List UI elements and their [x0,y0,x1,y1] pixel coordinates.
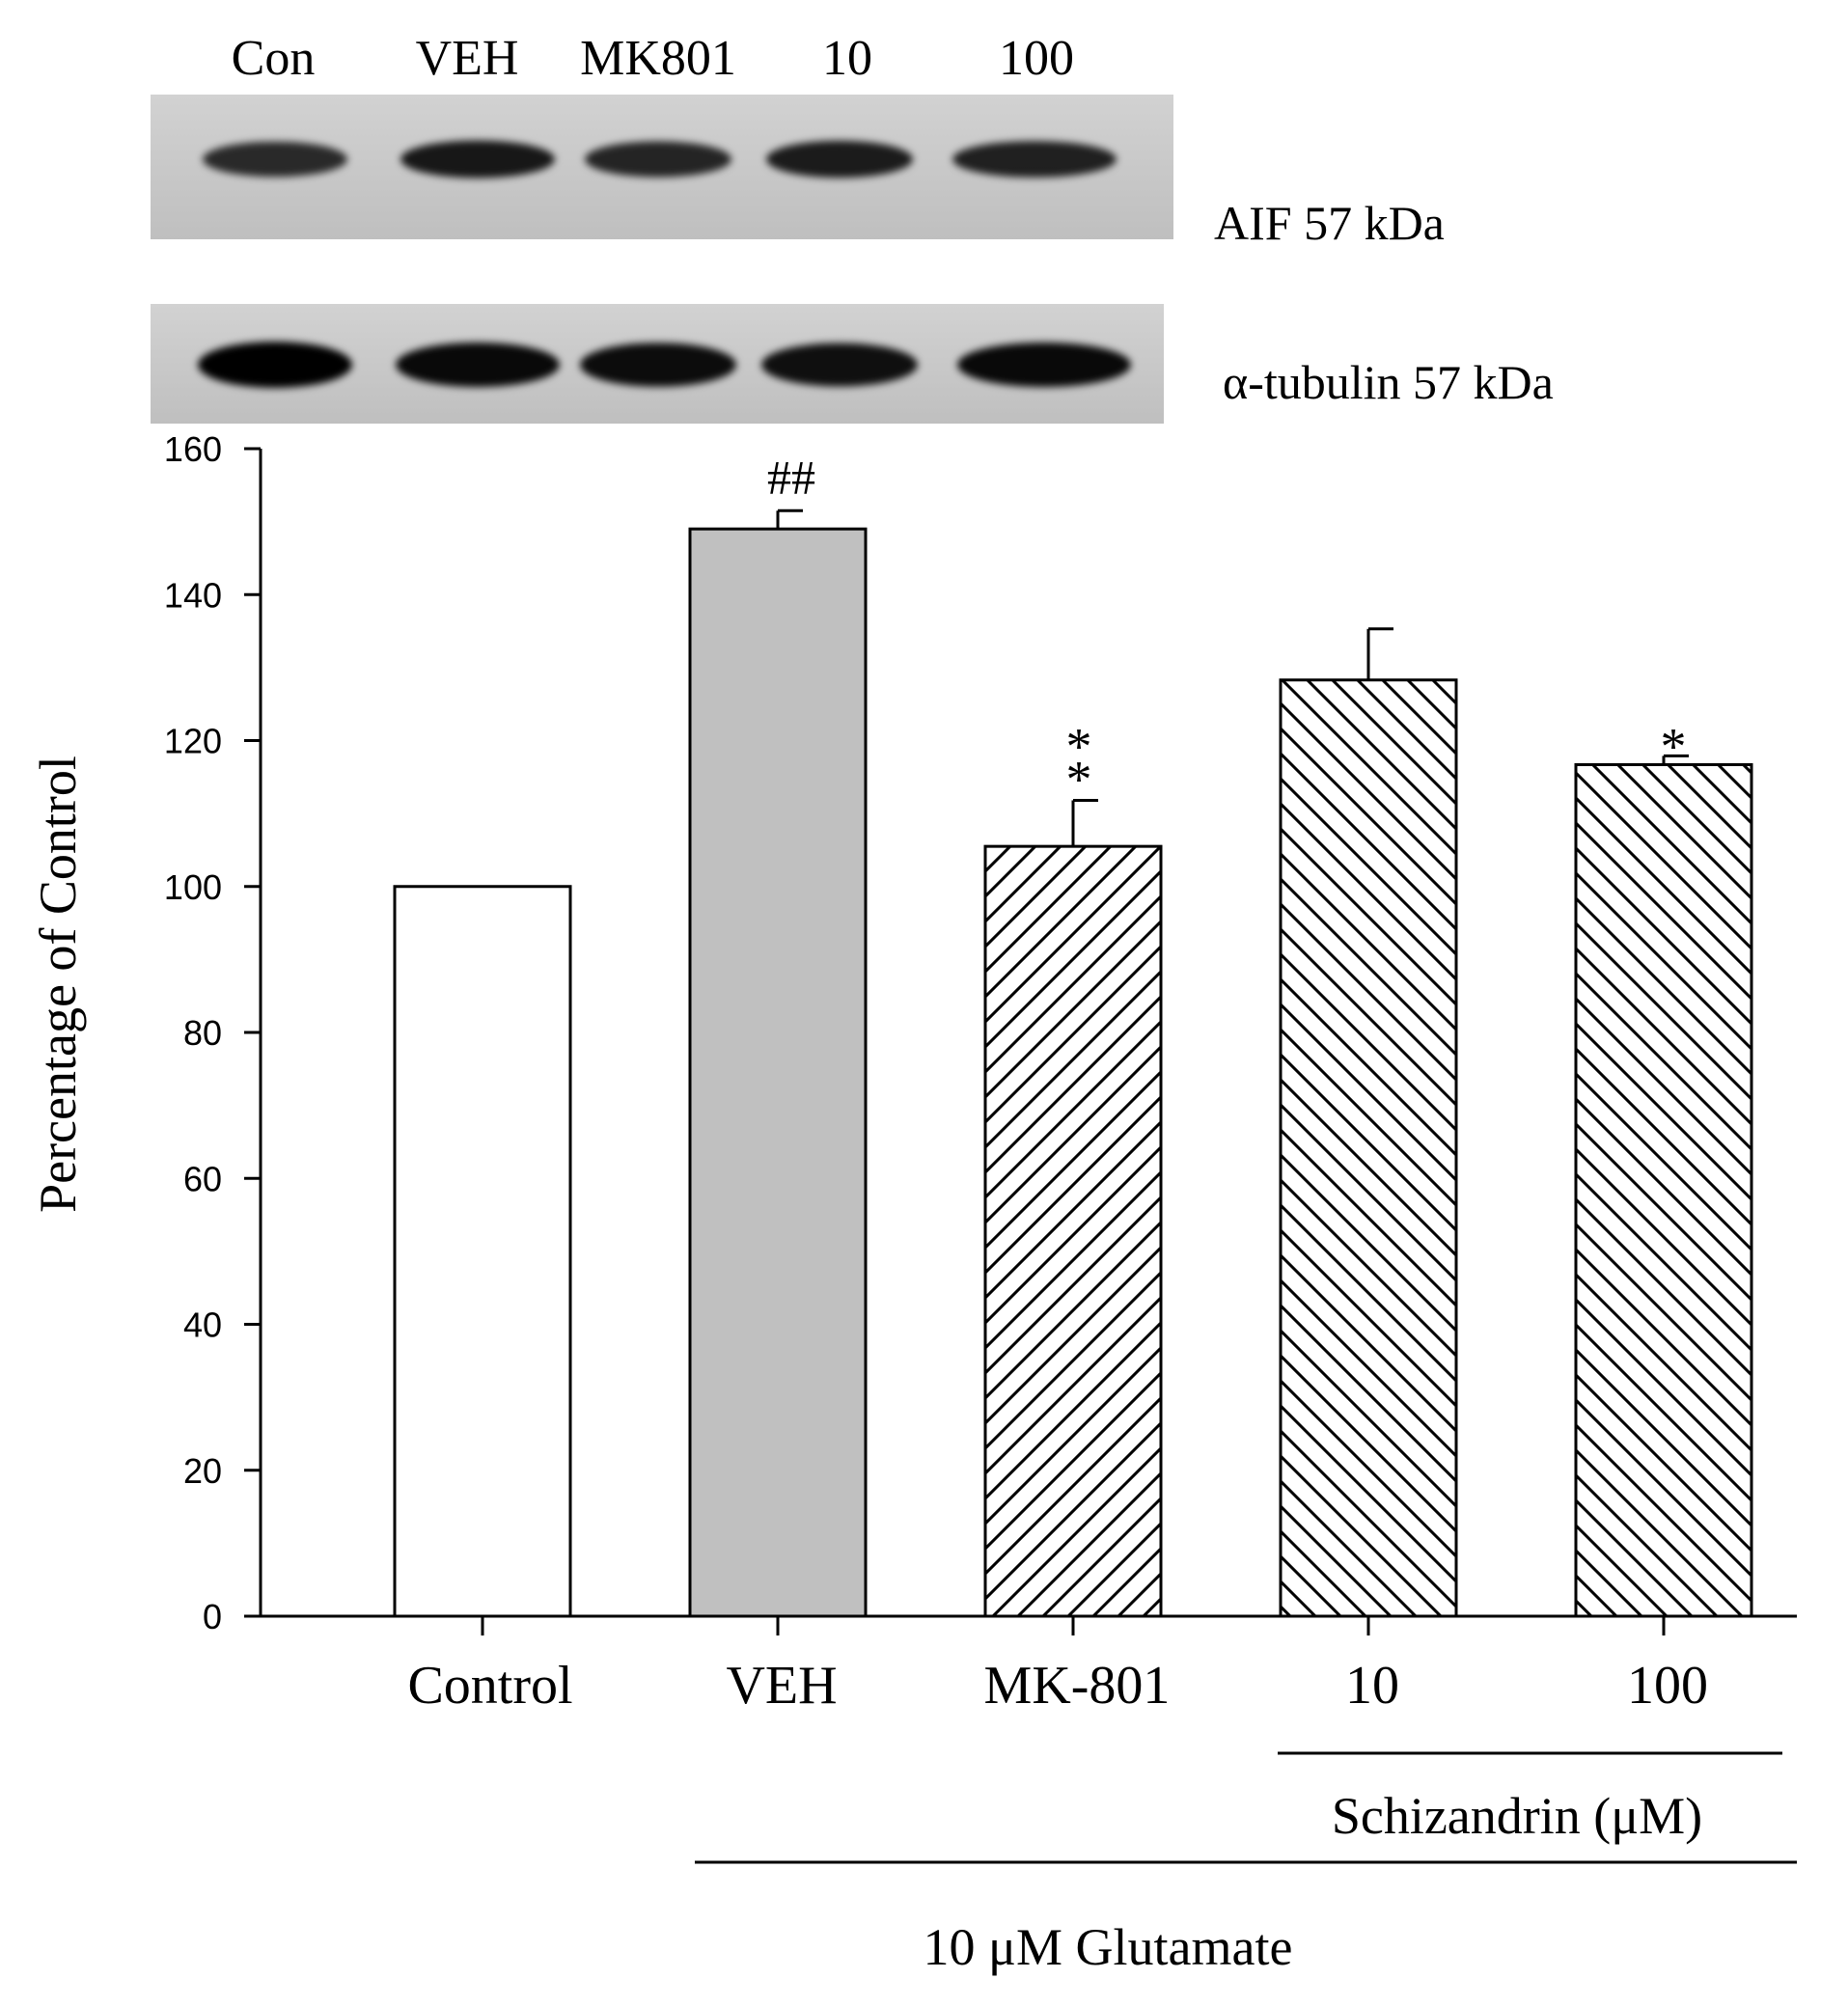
significance-marker: * [1661,717,1687,775]
y-ticks: 0 20 40 60 80 100 120 140 160 [164,429,261,1636]
x-tick-label: MK-801 [984,1656,1171,1716]
error-bar [1071,799,1098,847]
y-tick-label: 60 [183,1159,222,1198]
tubulin-bands [198,342,1131,388]
significance-marker: ## [767,450,815,504]
y-tick-label: 20 [183,1451,222,1491]
blot-lane-label: Con [232,31,316,86]
western-blot: Con VEH MK801 10 100 AIF 57 kDa α-tubulin 57… [151,31,1554,424]
error-bar [776,508,803,530]
significance-markers: ##* ** [767,450,1687,808]
x-tick-label: Control [407,1656,572,1716]
blot-lane-label: VEH [416,31,519,86]
aif-band [766,140,913,179]
blot-lane-label: 10 [822,31,872,86]
x-tick-label: 10 [1345,1656,1399,1716]
y-tick-label: 160 [164,429,222,469]
bar-mk-801 [983,844,1163,1618]
bar-100 [1574,762,1753,1618]
aif-label: AIF 57 kDa [1214,196,1445,250]
error-bar [1366,627,1393,680]
aif-band [400,140,555,179]
schizandrin-group-label: Schizandrin (μM) [1332,1787,1702,1845]
tubulin-band [580,343,736,387]
error-bars [776,508,1689,847]
glutamate-group-label: 10 μM Glutamate [924,1918,1293,1976]
significance-marker: * * [1066,718,1092,809]
aif-bands [203,140,1117,179]
x-tick-label: 100 [1627,1656,1708,1716]
blot-lane-label: MK801 [580,31,736,86]
bars [393,527,1753,1618]
y-tick-label: 120 [164,722,222,761]
blot-lane-labels: Con VEH MK801 10 100 [232,31,1074,86]
tubulin-band [957,342,1131,388]
aif-band [203,141,347,178]
bar-control [393,885,572,1618]
y-tick-label: 100 [164,867,222,907]
bar-veh [688,527,868,1618]
tubulin-band [761,343,918,387]
tubulin-label: α-tubulin 57 kDa [1223,355,1554,409]
x-ticks: Control VEH MK-801 10 100 [407,1616,1708,1716]
y-axis-label: Percentage of Control [29,756,87,1213]
group-brackets: Schizandrin (μM) 10 μM Glutamate [695,1751,1797,1976]
bar-10 [1279,678,1458,1618]
y-tick-label: 80 [183,1013,222,1053]
aif-band [585,141,731,178]
tubulin-band [198,342,352,388]
y-tick-label: 0 [203,1597,222,1636]
tubulin-band [396,342,560,388]
aif-band [952,141,1117,178]
x-tick-label: VEH [726,1656,837,1716]
y-tick-label: 140 [164,575,222,615]
error-bar [1662,754,1689,765]
blot-lane-label: 100 [999,31,1074,86]
y-tick-label: 40 [183,1305,222,1345]
